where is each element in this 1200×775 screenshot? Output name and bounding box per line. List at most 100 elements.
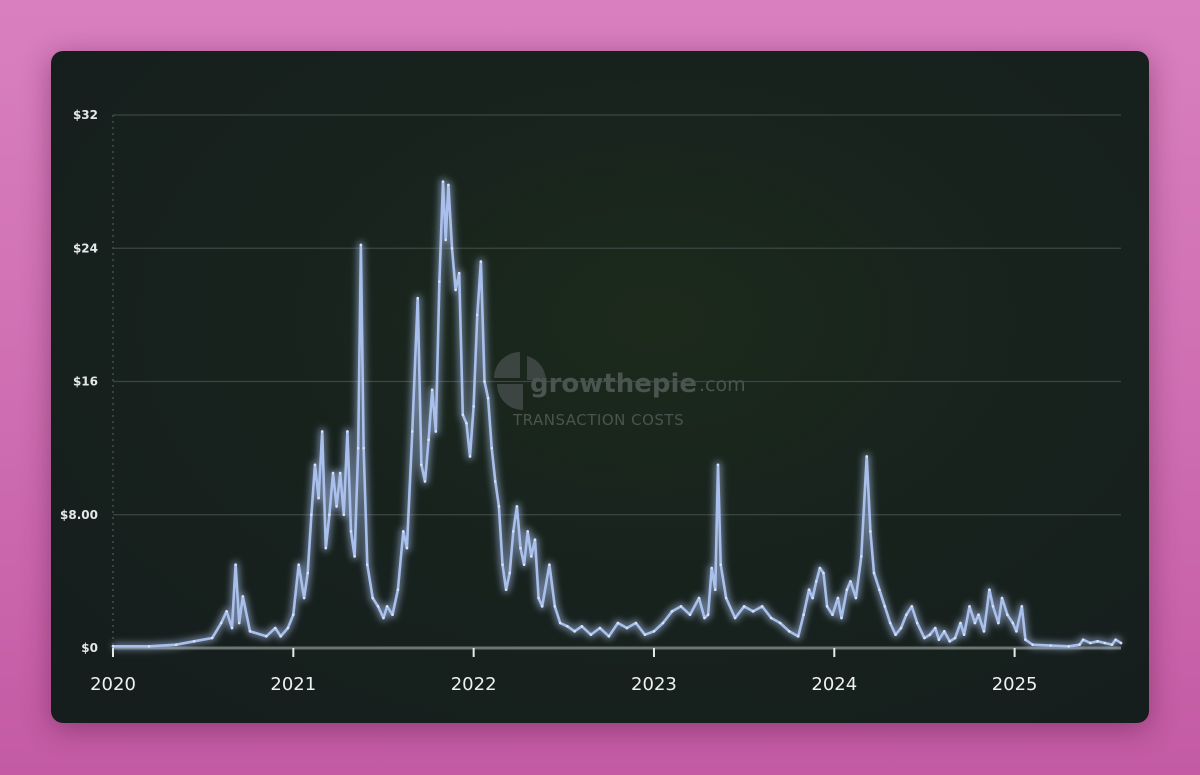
data-point [461,413,465,417]
data-point [504,588,508,592]
data-point [1114,638,1117,641]
data-point [385,605,389,608]
data-point [915,621,919,625]
data-point [831,613,834,616]
data-point [490,446,493,450]
data-point [910,605,914,608]
data-point [219,621,223,625]
data-point [501,563,504,567]
data-point [888,621,892,625]
data-point [434,430,438,433]
data-point [553,605,557,608]
data-point [643,633,647,636]
data-point [997,621,1000,625]
data-point [948,640,951,643]
data-point [540,605,544,608]
data-point [359,243,363,247]
data-point [317,496,320,500]
data-point [959,621,962,625]
data-point [905,613,908,616]
data-point [493,480,497,483]
data-point [423,480,427,483]
x-tick-label: 2024 [811,674,857,695]
data-point [716,463,720,467]
data-point [661,621,665,625]
data-point [310,513,313,517]
data-point [515,505,519,508]
growthepie-logo-icon [494,352,546,410]
data-point [420,463,423,467]
data-point [1049,644,1052,647]
data-point [760,605,764,608]
data-point [365,563,369,567]
data-point [457,271,461,275]
data-point [697,596,701,600]
data-point [968,605,971,608]
data-point [933,626,937,630]
data-point [335,505,338,508]
data-point [977,613,980,616]
data-point [652,630,656,633]
y-tick-label: $32 [73,108,98,122]
data-point [589,633,593,636]
x-tick-label: 2022 [451,674,497,695]
data-point [558,621,562,625]
data-point [869,530,872,533]
data-point [1089,641,1092,645]
y-tick-label: $24 [73,241,98,255]
data-point [225,610,228,613]
data-point [825,605,829,608]
data-point [872,571,876,575]
watermark: growthepie .com TRANSACTION COSTS [494,352,746,429]
data-point [703,616,706,620]
data-point [751,610,755,613]
x-tick-label: 2023 [631,674,677,695]
data-point [706,613,710,616]
data-point [899,626,903,630]
data-point [849,580,852,583]
data-point [438,280,441,283]
data-point [483,380,486,383]
data-point [937,638,941,641]
data-point [472,405,475,408]
data-point [616,621,620,625]
watermark-subtitle: TRANSACTION COSTS [512,411,684,429]
data-point [928,633,932,636]
data-point [883,605,887,608]
data-point [234,563,237,567]
data-point [279,635,282,638]
axes: $0 $8.00 $16 $24 $32 2020 2021 2022 2023 2024 2025 [60,108,1121,695]
grid-lines [113,114,1121,516]
data-point [230,626,234,630]
data-point [1067,645,1071,648]
data-point [679,605,683,608]
data-point [1110,643,1114,646]
data-point [331,471,335,475]
data-point [324,546,328,550]
data-point [953,636,957,640]
x-tick-label: 2020 [90,674,136,695]
data-point [1024,638,1027,641]
data-point [598,626,602,630]
data-point [713,588,717,592]
data-point [634,621,638,625]
data-point [854,596,858,600]
data-point [427,438,430,442]
data-point [338,471,342,475]
data-point [512,530,515,533]
data-point [991,605,995,608]
data-point [860,555,863,558]
data-point [526,530,530,533]
data-point [807,588,811,592]
data-point [923,636,926,640]
data-point [688,613,692,616]
data-point [894,633,897,636]
data-point [530,555,533,558]
data-point [973,621,977,625]
data-point [475,313,479,317]
data-point [607,635,611,638]
data-point [580,625,584,628]
data-point [402,530,405,533]
series-line [111,180,1123,648]
data-point [111,645,115,648]
